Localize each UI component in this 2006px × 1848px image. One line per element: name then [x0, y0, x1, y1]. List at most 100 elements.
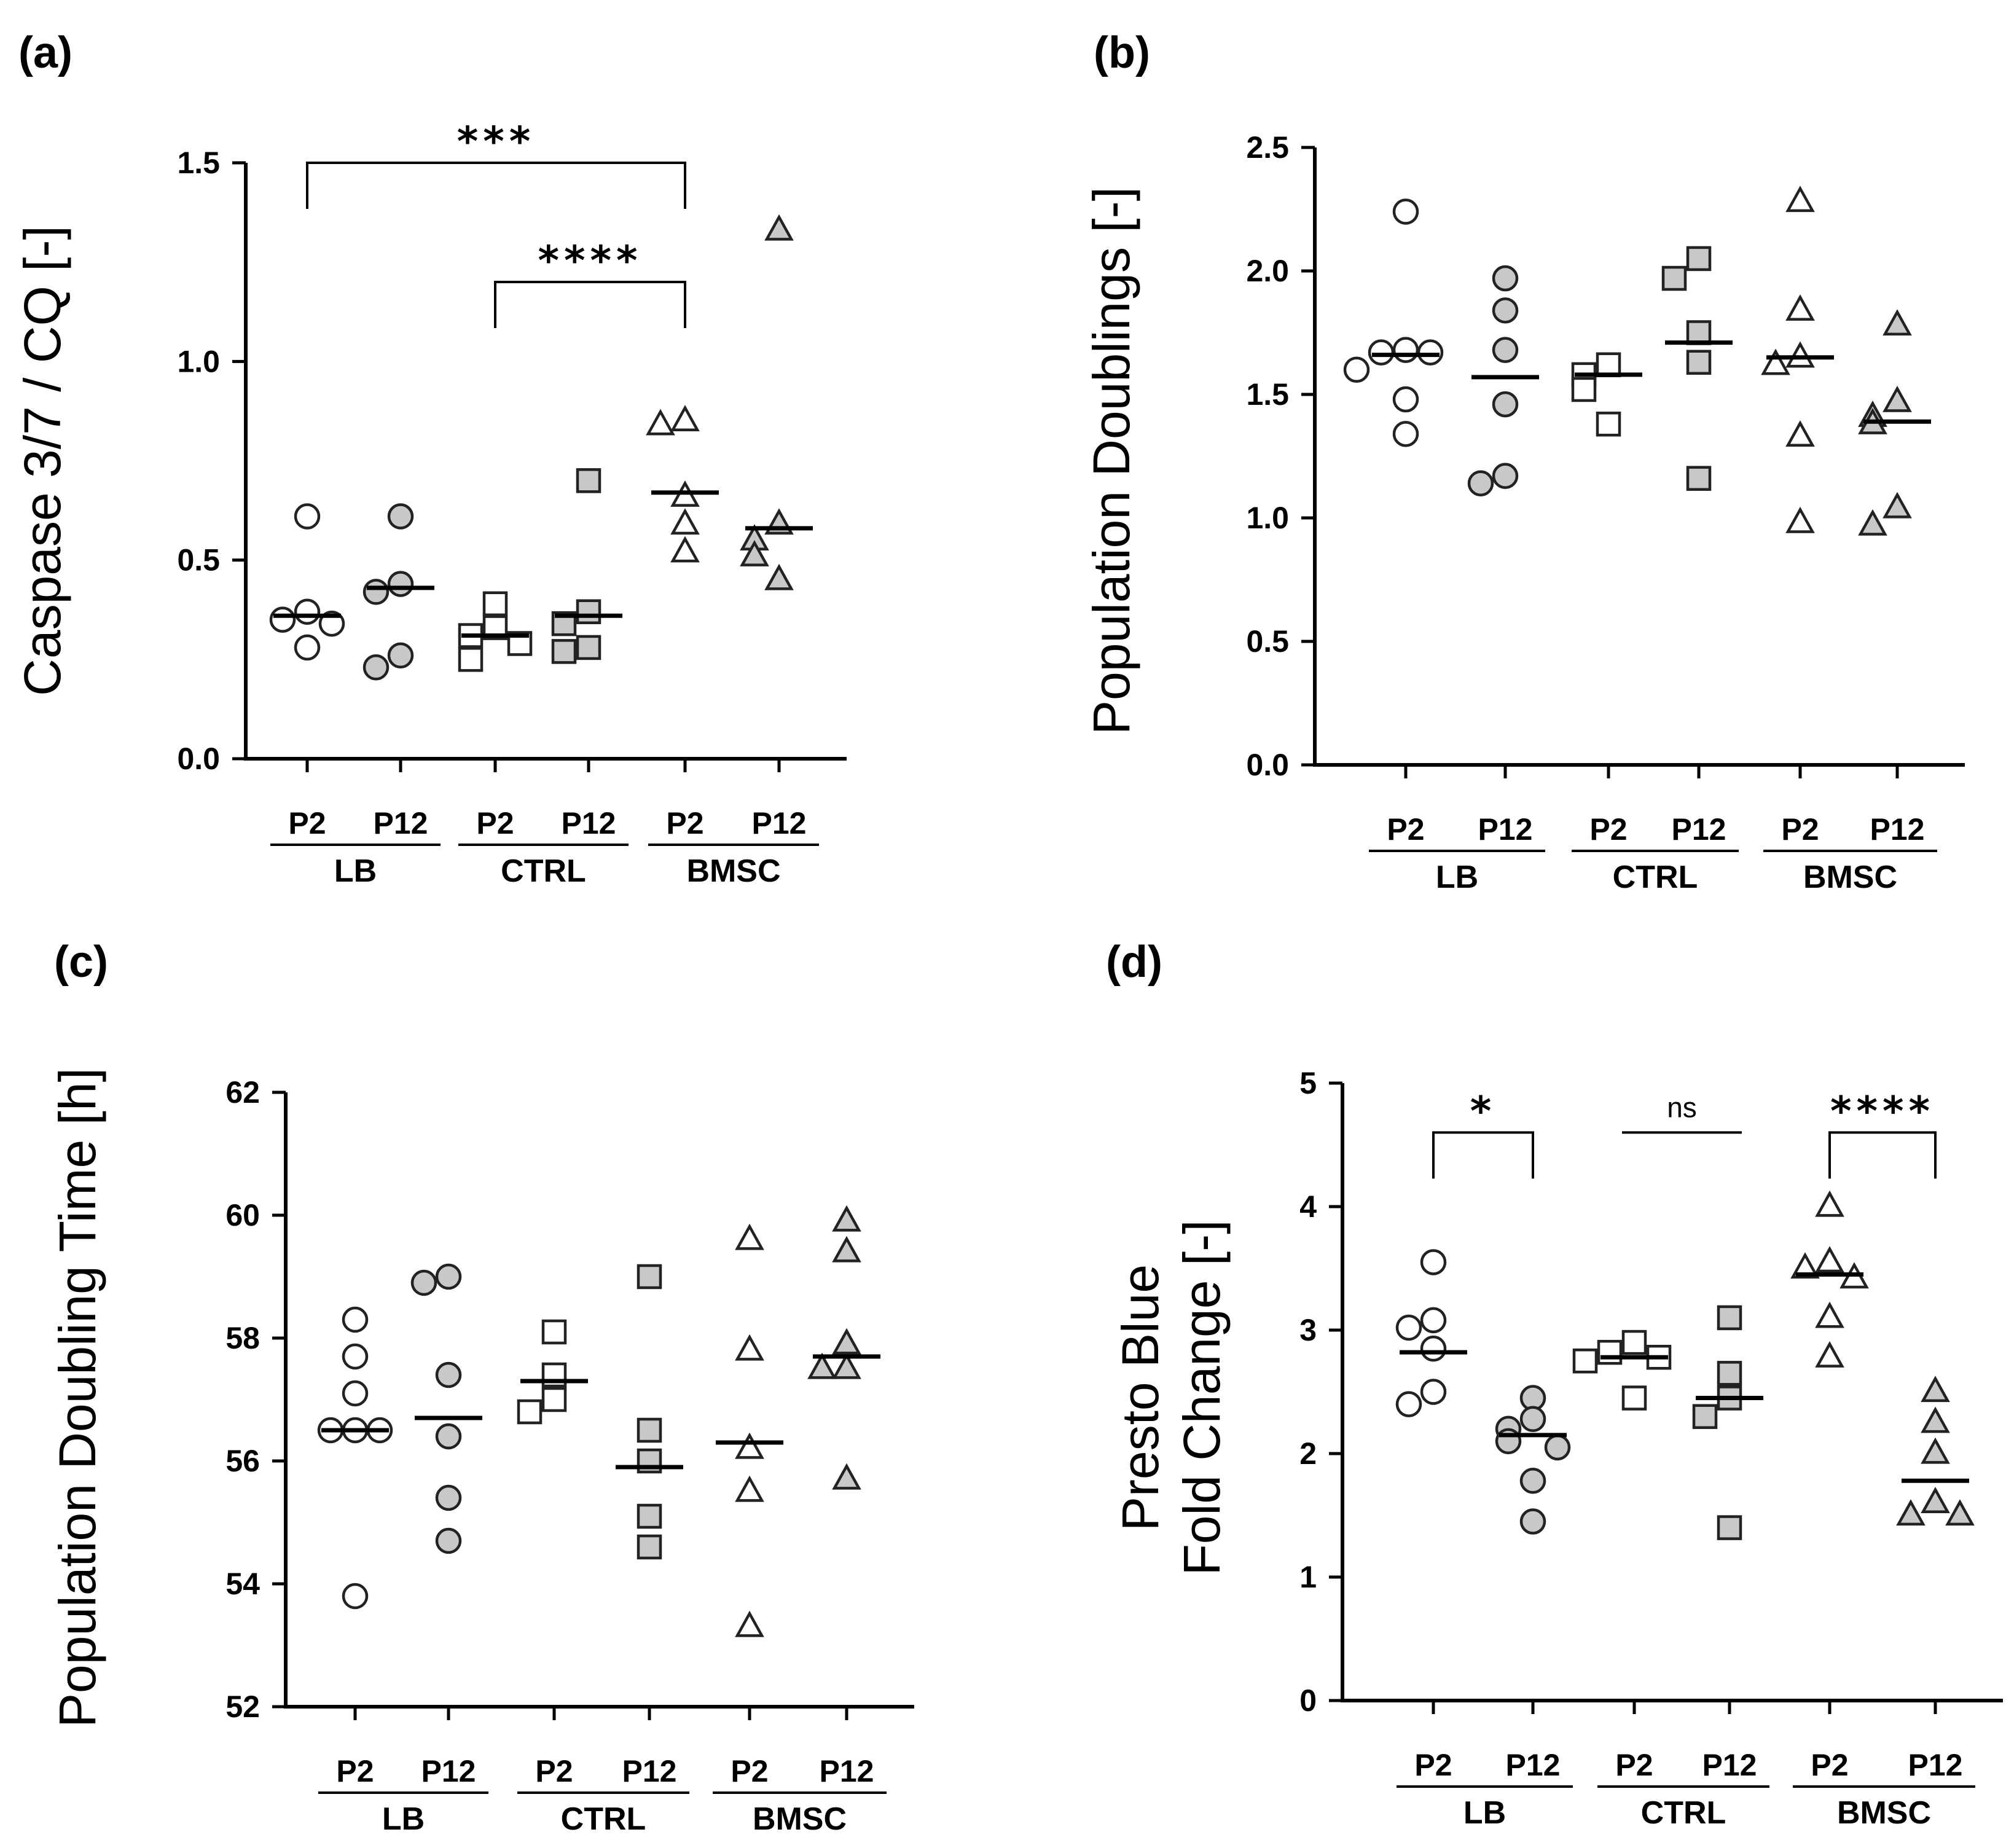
group-label: CTRL: [561, 1801, 646, 1837]
group-label: CTRL: [1613, 859, 1698, 895]
y-tick-label: 4: [1299, 1189, 1317, 1224]
series-2: [1572, 1329, 1672, 1411]
group-label: CTRL: [501, 853, 586, 889]
data-point: [1686, 350, 1712, 375]
data-point: [1492, 337, 1519, 363]
data-point: [435, 1423, 462, 1450]
data-point: [1883, 385, 1912, 412]
data-point: [1883, 309, 1912, 336]
x-tick-label: P12: [1908, 1748, 1963, 1782]
data-point: [637, 1503, 662, 1529]
panel-label: (c): [54, 938, 108, 987]
series-5: [1896, 1376, 1975, 1526]
significance-label: *: [1470, 1087, 1497, 1135]
panel-label: (d): [1106, 938, 1162, 987]
x-tick-label: P2: [1387, 812, 1424, 847]
x-tick-label: P2: [1811, 1748, 1848, 1782]
data-point: [1692, 1404, 1718, 1429]
data-point: [387, 642, 414, 669]
data-point: [1420, 1379, 1447, 1405]
y-tick-label: 60: [225, 1198, 260, 1232]
data-point: [342, 1343, 369, 1370]
data-point: [1519, 1508, 1546, 1535]
x-tick-label: P12: [374, 806, 428, 840]
data-point: [1368, 339, 1395, 366]
data-point: [1785, 506, 1815, 533]
data-point: [269, 606, 296, 633]
y-tick-label: 1.0: [1246, 501, 1289, 535]
data-point: [832, 1328, 861, 1355]
panel-2: (c) 52 54 56 58 60 62 P2 P12 P2 P12 P2 P12 LB CTRL BMSC…: [49, 938, 914, 1837]
data-point: [1467, 470, 1494, 496]
y-axis-label: Presto Blue: [1111, 1264, 1169, 1531]
series-5: [1858, 309, 1931, 536]
data-point: [1815, 1341, 1844, 1368]
x-tick-label: P2: [666, 806, 703, 840]
data-point: [1597, 1339, 1623, 1365]
data-point: [1392, 386, 1419, 413]
group-label: LB: [382, 1801, 425, 1837]
data-point: [1392, 421, 1419, 447]
data-point: [387, 503, 414, 530]
x-tick-label: P2: [731, 1754, 768, 1788]
data-point: [832, 1352, 861, 1379]
data-point: [576, 468, 601, 493]
x-tick-label: P12: [1702, 1748, 1757, 1782]
x-tick-label: P2: [1781, 812, 1819, 847]
data-point: [551, 639, 577, 664]
significance-bracket: [306, 162, 686, 209]
data-point: [435, 1361, 462, 1388]
data-point: [1420, 1335, 1447, 1362]
group-label: BMSC: [1837, 1795, 1931, 1831]
series-2: [1571, 352, 1642, 437]
panel-label: (a): [18, 28, 72, 77]
data-point: [1544, 1434, 1571, 1461]
data-point: [637, 1534, 662, 1560]
y-tick-label: 54: [225, 1567, 260, 1601]
y-tick-label: 3: [1299, 1313, 1317, 1347]
data-point: [1343, 356, 1370, 383]
data-point: [735, 1432, 764, 1459]
data-point: [435, 1484, 462, 1511]
panel-label: (b): [1094, 28, 1150, 77]
data-point: [1621, 1329, 1647, 1355]
x-tick-label: P2: [535, 1754, 573, 1788]
data-point: [735, 1223, 764, 1250]
series-1: [410, 1263, 482, 1554]
significance-bracket: [494, 281, 686, 328]
data-point: [362, 579, 390, 605]
data-point: [1717, 1305, 1742, 1331]
group-label: CTRL: [1641, 1795, 1726, 1831]
series-4: [1790, 1190, 1869, 1368]
data-point: [1571, 377, 1597, 402]
y-tick-label: 52: [225, 1689, 260, 1724]
y-axis-label-line2: Fold Change [-]: [1173, 1220, 1231, 1576]
data-point: [832, 1235, 861, 1263]
data-point: [1686, 246, 1712, 272]
data-point: [1492, 265, 1519, 292]
data-point: [1621, 1385, 1647, 1411]
y-tick-label: 0.0: [1246, 748, 1289, 782]
x-tick-label: P12: [820, 1754, 874, 1788]
data-point: [342, 1380, 369, 1407]
y-tick-label: 0.5: [177, 543, 220, 578]
x-tick-label: P12: [1478, 812, 1533, 847]
data-point: [1492, 463, 1519, 489]
data-point: [740, 539, 769, 566]
series-5: [807, 1205, 880, 1490]
data-point: [1717, 1361, 1742, 1386]
data-point: [764, 214, 794, 241]
data-point: [735, 1334, 764, 1361]
x-tick-label: P12: [562, 806, 616, 840]
data-point: [551, 611, 577, 636]
data-point: [670, 508, 700, 535]
data-point: [410, 1269, 437, 1296]
data-point: [1921, 1376, 1950, 1403]
data-point: [1492, 391, 1519, 418]
y-tick-label: 1.0: [177, 344, 220, 378]
data-point: [541, 1319, 567, 1345]
data-point: [294, 634, 321, 661]
data-point: [458, 647, 484, 672]
